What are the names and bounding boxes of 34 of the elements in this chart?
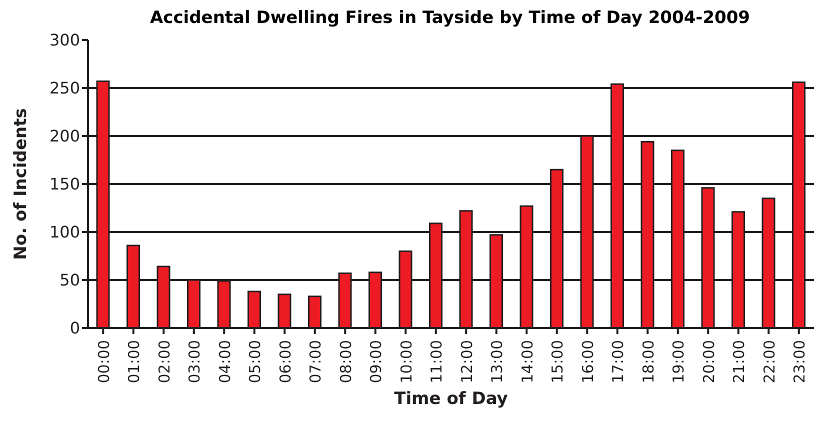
x-tick-label: 15:00	[548, 340, 567, 384]
x-tick-label: 14:00	[518, 340, 536, 384]
x-axis-title: Time of Day	[394, 389, 508, 409]
x-tick-label: 19:00	[670, 340, 688, 384]
y-tick-label: 200	[49, 126, 80, 146]
x-tick-label: 01:00	[125, 340, 144, 384]
x-tick-label: 18:00	[639, 340, 658, 384]
x-tick-label: 09:00	[367, 340, 386, 384]
x-tick-label: 12:00	[458, 340, 476, 384]
x-tick-label: 02:00	[155, 340, 174, 384]
chart-title: Accidental Dwelling Fires in Tayside by Time of Day 2004-2009	[148, 8, 752, 28]
y-tick-label: 100	[49, 222, 80, 242]
x-tick-label: 05:00	[246, 340, 264, 384]
y-tick-label: 300	[49, 30, 80, 50]
x-tick-label: 00:00	[94, 340, 113, 384]
x-tick-label: 06:00	[276, 340, 294, 384]
y-axis-title: No. of Incidents	[11, 108, 32, 260]
x-tick-label: 03:00	[186, 340, 204, 384]
y-tick-label: 150	[49, 174, 80, 194]
x-tick-label: 11:00	[428, 340, 446, 384]
y-tick-label: 50	[60, 270, 80, 290]
x-tick-label: 22:00	[760, 340, 778, 384]
x-tick-label: 13:00	[488, 340, 506, 384]
x-tick-label: 10:00	[397, 340, 416, 384]
x-tick-label: 16:00	[578, 340, 597, 384]
x-tick-label: 20:00	[700, 340, 718, 384]
x-tick-label: 04:00	[216, 340, 234, 384]
x-tick-label: 23:00	[790, 340, 809, 384]
y-tick-label: 250	[49, 78, 80, 98]
y-tick-label: 0	[70, 318, 80, 338]
x-tick-label: 21:00	[730, 340, 748, 384]
x-tick-label: 17:00	[609, 340, 628, 384]
x-tick-label: 08:00	[336, 340, 355, 384]
x-tick-label: 07:00	[306, 340, 325, 384]
